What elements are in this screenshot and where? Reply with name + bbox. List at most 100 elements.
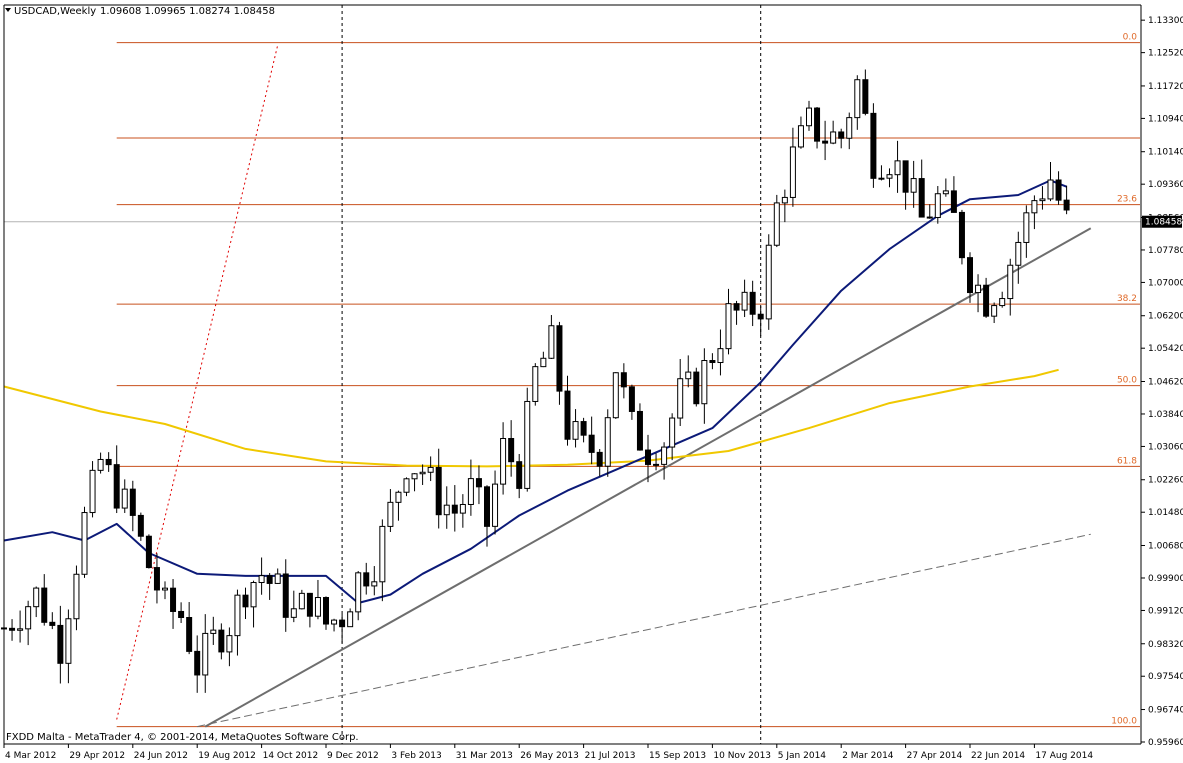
- candle: [725, 288, 732, 355]
- candle: [258, 557, 265, 595]
- candle: [331, 618, 338, 632]
- time-tick-label: 2 Mar 2014: [842, 751, 894, 761]
- candle-body-up: [395, 491, 402, 503]
- candle: [323, 596, 329, 630]
- candle-body-down: [588, 434, 595, 453]
- candle-body-down: [709, 360, 716, 364]
- candle-body-up: [942, 190, 949, 195]
- candle-body-up: [717, 348, 724, 364]
- candle: [822, 120, 829, 161]
- price-tick-label: 1.10940: [1148, 114, 1183, 124]
- candle: [508, 420, 515, 477]
- candle: [645, 434, 651, 483]
- price-tick-label: 1.07780: [1148, 246, 1183, 256]
- candle-body-up: [741, 291, 748, 311]
- price-tick-label: 1.05420: [1148, 344, 1183, 354]
- candle: [814, 107, 821, 149]
- candle-body-up: [524, 400, 531, 489]
- price-tick-label: 1.03840: [1148, 410, 1183, 420]
- candle: [186, 602, 193, 655]
- candle-body-up: [1015, 241, 1022, 266]
- candle: [419, 464, 426, 485]
- candle: [773, 194, 780, 248]
- candle: [403, 477, 410, 497]
- candle: [918, 159, 925, 218]
- candle-body-down: [918, 178, 925, 218]
- candle-body-up: [789, 146, 796, 198]
- price-tick-label: 1.06200: [1148, 312, 1183, 322]
- price-tick-label: 0.95960: [1148, 738, 1183, 748]
- candle-body-down: [113, 464, 120, 509]
- time-tick-label: 17 Aug 2014: [1035, 751, 1093, 761]
- time-tick-label: 27 Apr 2014: [907, 751, 963, 761]
- time-tick-label: 31 Mar 2013: [456, 751, 513, 761]
- candle-body-down: [596, 451, 603, 467]
- candle-body-up: [121, 488, 128, 509]
- candle: [355, 571, 362, 621]
- candle: [717, 329, 724, 376]
- time-tick-label: 3 Feb 2013: [391, 751, 441, 761]
- time-tick-label: 21 Jul 2013: [585, 751, 636, 761]
- price-tick-label: 1.09360: [1148, 180, 1183, 190]
- candle: [789, 127, 796, 207]
- candle-body-up: [387, 501, 394, 527]
- candle: [73, 565, 80, 631]
- candle-body-up: [548, 325, 555, 359]
- candle-body-down: [749, 291, 756, 315]
- candle-body-down: [822, 140, 829, 144]
- time-tick-label: 9 Dec 2012: [327, 751, 379, 761]
- long-moving-average: [3, 368, 1059, 468]
- dropdown-arrow-icon[interactable]: [5, 8, 11, 12]
- candle-body-down: [186, 617, 193, 652]
- candle-body-up: [65, 618, 72, 664]
- price-tick-label: 1.00680: [1148, 542, 1183, 552]
- candle-body-up: [806, 107, 812, 127]
- price-tick-label: 1.12520: [1148, 49, 1183, 59]
- candle-body-down: [620, 372, 627, 388]
- candle-body-up: [234, 594, 241, 637]
- candle: [395, 490, 402, 521]
- candle: [781, 189, 788, 223]
- candle-body-up: [999, 298, 1006, 307]
- fib-level-label: 61.8: [1117, 456, 1137, 466]
- candle: [194, 635, 201, 693]
- candle: [862, 69, 869, 116]
- price-tick-label: 0.99900: [1148, 574, 1183, 584]
- candle-body-down: [580, 421, 587, 436]
- fib-level-label: 50.0: [1117, 376, 1137, 386]
- candle: [967, 252, 973, 303]
- candle-body-down: [636, 410, 643, 451]
- candle: [162, 581, 168, 600]
- candle-body-up: [781, 196, 788, 204]
- candle: [516, 453, 523, 499]
- candle-body-up: [910, 178, 917, 193]
- candle-body-up: [210, 629, 217, 634]
- candle: [9, 619, 16, 641]
- candle: [17, 610, 24, 643]
- candle: [757, 306, 764, 337]
- candle: [81, 506, 88, 578]
- candle: [1007, 258, 1014, 316]
- candle-body-up: [419, 471, 426, 475]
- candle-body-down: [153, 567, 160, 591]
- candle-body-down: [306, 592, 313, 617]
- candle-body-down: [105, 458, 112, 466]
- candle-body-up: [25, 606, 32, 630]
- candle: [902, 160, 909, 210]
- candle-body-down: [902, 160, 909, 193]
- candle: [765, 234, 772, 330]
- candle-body-down: [484, 486, 490, 527]
- candle: [556, 321, 563, 405]
- candle-body-up: [1023, 212, 1030, 243]
- candle-body-down: [1055, 179, 1062, 201]
- candle-body-up: [830, 131, 837, 144]
- candle: [926, 204, 933, 219]
- candle: [492, 470, 499, 535]
- price-tick-label: 1.02260: [1148, 476, 1183, 486]
- candle: [797, 116, 804, 149]
- price-tick-label: 0.96740: [1148, 706, 1183, 716]
- candle: [121, 479, 128, 513]
- candle-body-up: [878, 177, 885, 180]
- candle: [250, 580, 257, 628]
